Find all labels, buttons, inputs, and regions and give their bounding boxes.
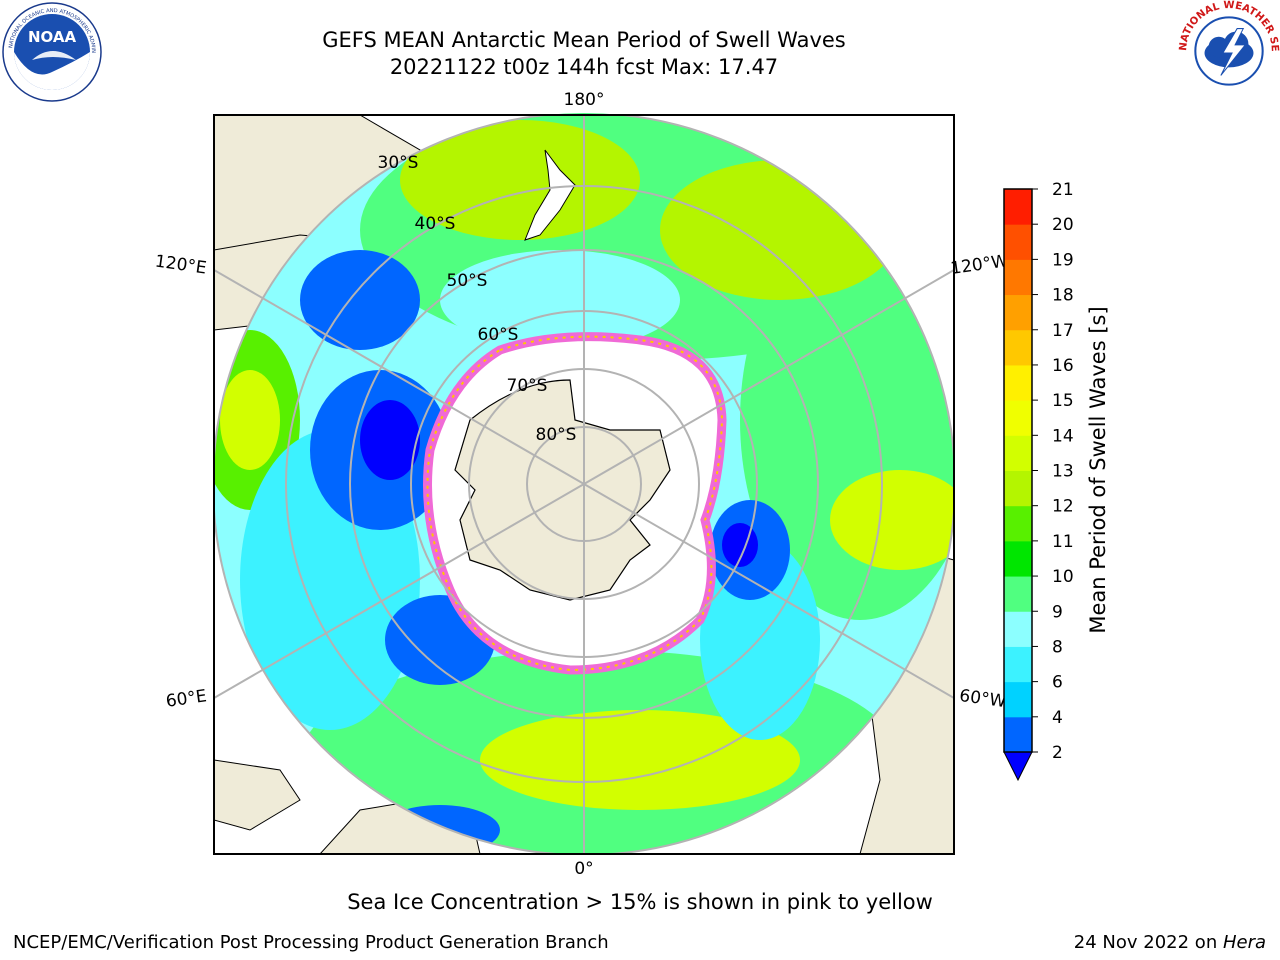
lat-label-70s: 70°S xyxy=(507,376,548,396)
colorbar-segment xyxy=(1004,189,1032,225)
colorbar-segment xyxy=(1004,646,1032,683)
lon-label-60e: 60°E xyxy=(165,686,208,711)
sea-ice-note: Sea Ice Concentration > 15% is shown in … xyxy=(347,890,933,914)
nws-logo: NATIONAL WEATHER SERVICE xyxy=(1178,0,1280,101)
colorbar-tick-label: 20 xyxy=(1052,215,1074,235)
colorbar-segment xyxy=(1004,294,1032,331)
colorbar-segment xyxy=(1004,259,1032,296)
colorbar-segment xyxy=(1004,576,1032,612)
colorbar-segment xyxy=(1004,224,1032,260)
new-zealand-land xyxy=(524,149,576,241)
noaa-logo: NOAA NATIONAL OCEANIC AND ATMOSPHERIC AD… xyxy=(2,2,102,102)
lon-label-60w: 60°W xyxy=(958,686,1007,712)
colorbar-tick-label: 19 xyxy=(1052,250,1074,270)
colorbar-segment xyxy=(1004,611,1032,647)
lon-label-120e: 120°E xyxy=(154,252,208,279)
colorbar-label: Mean Period of Swell Waves [s] xyxy=(1086,306,1110,633)
map-subtitle-forecast: 20221122 t00z 144h fcst Max: 17.47 xyxy=(389,55,779,79)
noaa-logo-text: NOAA xyxy=(28,28,77,46)
colorbar-tick-label: 13 xyxy=(1052,462,1074,482)
antarctica-land xyxy=(454,379,671,601)
lat-label-30s: 30°S xyxy=(378,153,419,173)
colorbar-tick-label: 8 xyxy=(1052,637,1063,657)
colorbar-tick-label: 15 xyxy=(1052,391,1074,411)
colorbar-tick-label: 12 xyxy=(1052,497,1074,517)
colorbar-tick-label: 2 xyxy=(1052,743,1063,763)
colorbar-tick-label: 11 xyxy=(1052,532,1074,552)
colorbar-segment xyxy=(1004,505,1032,542)
colorbar-segment xyxy=(1004,435,1032,471)
colorbar-tick-label: 18 xyxy=(1052,286,1074,306)
colorbar-segment xyxy=(1004,400,1032,436)
map-frame xyxy=(213,114,955,855)
colorbar-tick-label: 4 xyxy=(1052,708,1063,728)
colorbar-tick-label: 16 xyxy=(1052,356,1074,376)
colorbar-tick-label: 17 xyxy=(1052,321,1074,341)
lat-label-80s: 80°S xyxy=(536,425,577,445)
colorbar-tick-label: 14 xyxy=(1052,426,1074,446)
footer-host: Hera xyxy=(1222,932,1266,953)
colorbar-segment xyxy=(1004,364,1032,401)
colorbar-segment xyxy=(1004,470,1032,507)
map-title: GEFS MEAN Antarctic Mean Period of Swell… xyxy=(322,28,846,52)
lat-label-50s: 50°S xyxy=(447,271,488,291)
colorbar-tick-label: 10 xyxy=(1052,567,1074,587)
colorbar-segment xyxy=(1004,540,1032,577)
colorbar-segment xyxy=(1004,329,1032,366)
colorbar: 2 4 6 8 9 10 11 12 13 14 15 16 17 18 19 20 21 Mean Perio… xyxy=(1003,180,1110,782)
colorbar-segment xyxy=(1004,716,1032,753)
colorbar-segment xyxy=(1004,681,1032,718)
colorbar-under-arrow xyxy=(1003,751,1033,782)
colorbar-tick-label: 6 xyxy=(1052,673,1063,693)
colorbar-tick-label: 21 xyxy=(1052,180,1074,200)
graticule xyxy=(214,115,954,854)
colorbar-tick-label: 9 xyxy=(1052,602,1063,622)
footer-date: 24 Nov 2022 on Hera xyxy=(1074,932,1266,953)
footer-date-text: 24 Nov 2022 on xyxy=(1073,932,1223,953)
lon-label-120w: 120°W xyxy=(949,251,1009,279)
lat-label-40s: 40°S xyxy=(415,214,456,234)
lat-label-60s: 60°S xyxy=(478,325,519,345)
lon-label-0: 0° xyxy=(574,859,593,879)
lon-label-180: 180° xyxy=(564,90,605,110)
footer-credit: NCEP/EMC/Verification Post Processing Pr… xyxy=(13,932,609,953)
